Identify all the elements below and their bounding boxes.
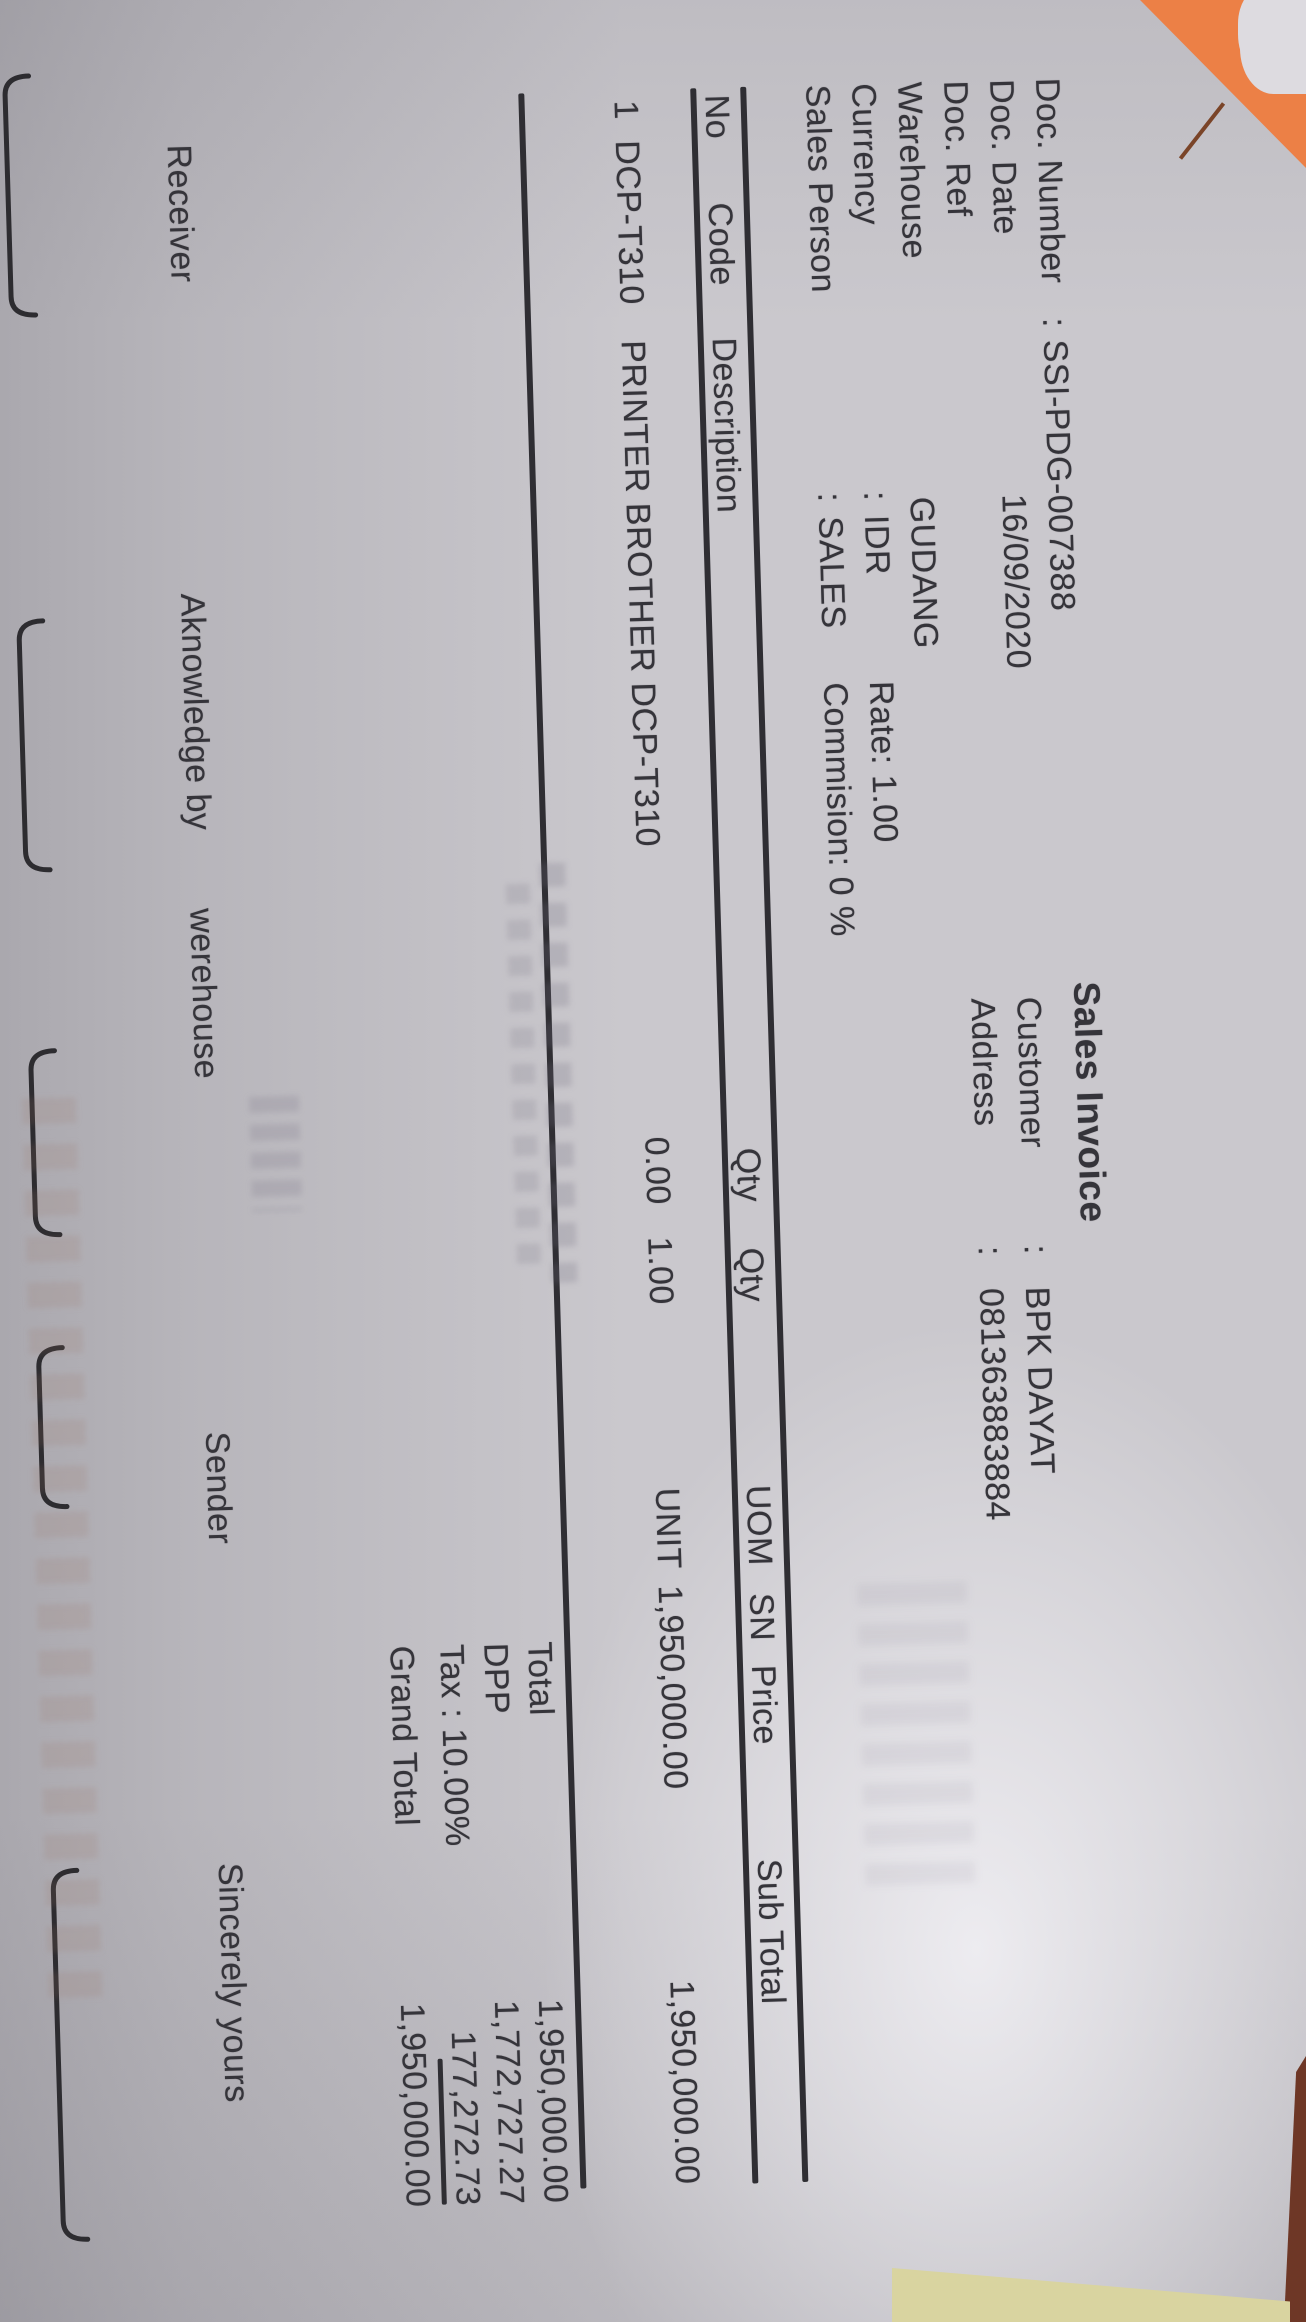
stamp-smudge: [856, 1580, 977, 1905]
col-price: Price: [744, 1664, 785, 1746]
field-commission: Commision: 0 %: [815, 681, 862, 938]
address-value: 081363883884: [971, 1287, 1017, 1522]
field-rate: Rate: 1.00: [861, 680, 905, 844]
grand-total-label: Grand Total: [382, 1645, 426, 1827]
field-doc-date-value: 16/09/2020: [994, 493, 1038, 670]
signature-sender: Sender: [197, 1431, 240, 1545]
total-label: Total: [520, 1641, 561, 1717]
field-salesperson-value: SALES: [810, 515, 853, 630]
field-doc-date-label: Doc. Date: [982, 78, 1025, 236]
grand-total-value: 1,950,000.00: [392, 2002, 437, 2208]
col-qty-2: Qty: [731, 1247, 772, 1303]
field-doc-number-label: Doc. Number: [1028, 77, 1073, 285]
field-doc-number-colon: :: [1035, 317, 1074, 329]
row-code: DCP-T310: [607, 139, 651, 306]
col-sub-total: Sub Total: [749, 1858, 793, 2006]
field-doc-ref-label: Doc. Ref: [936, 79, 979, 218]
col-description: Description: [704, 336, 748, 514]
stamp-smudge: [248, 1095, 303, 1212]
dpp-value: 1,772,727.27: [486, 1999, 531, 2206]
address-colon: :: [970, 1245, 1009, 1257]
field-currency-colon: :: [856, 490, 895, 502]
customer-value: BPK DAYAT: [1017, 1286, 1062, 1475]
col-uom: UOM: [738, 1484, 780, 1567]
dpp-label: DPP: [476, 1642, 517, 1715]
field-currency-value: IDR: [856, 514, 897, 576]
field-salesperson-colon: :: [810, 491, 849, 503]
total-value: 1,950,000.00: [530, 1998, 575, 2204]
row-uom: UNIT: [647, 1487, 689, 1570]
field-warehouse-label: Warehouse: [890, 81, 934, 260]
signature-bracket-mark: [36, 1345, 70, 1510]
field-doc-number-value: SSI-PDG-007388: [1035, 339, 1082, 612]
signature-bracket-mark: [50, 1867, 91, 2242]
field-warehouse-value: GUDANG: [902, 496, 945, 650]
field-salesperson-label: Sales Person: [798, 84, 843, 294]
signature-acknowledge: Aknowledge by: [172, 592, 218, 831]
col-code: Code: [700, 202, 742, 287]
col-sn: SN: [741, 1592, 782, 1642]
signature-receiver: Receiver: [159, 143, 202, 284]
address-label: Address: [963, 997, 1006, 1127]
customer-colon: :: [1016, 1244, 1055, 1256]
signature-bracket-mark: [28, 1048, 63, 1238]
signature-bracket-mark: [2, 73, 39, 318]
page-title: Sales Invoice: [1065, 980, 1115, 1224]
col-no: No: [697, 94, 737, 140]
signature-warehouse: werehouse: [182, 907, 226, 1080]
row-qty-2: 1.00: [640, 1236, 681, 1306]
row-no: 1: [606, 99, 646, 121]
stamp-smudge: [505, 883, 541, 1265]
signature-sincerely: Sincerely yours: [210, 1862, 256, 2104]
row-sub-total: 1,950,000.00: [662, 1979, 707, 2185]
row-price: 1,950,000.00: [650, 1584, 695, 1791]
customer-label: Customer: [1009, 996, 1052, 1149]
signature-bracket-mark: [16, 618, 53, 873]
row-description: PRINTER BROTHER DCP-T310: [613, 339, 667, 848]
field-currency-label: Currency: [844, 82, 887, 226]
tax-label: Tax : 10.00%: [432, 1643, 477, 1848]
